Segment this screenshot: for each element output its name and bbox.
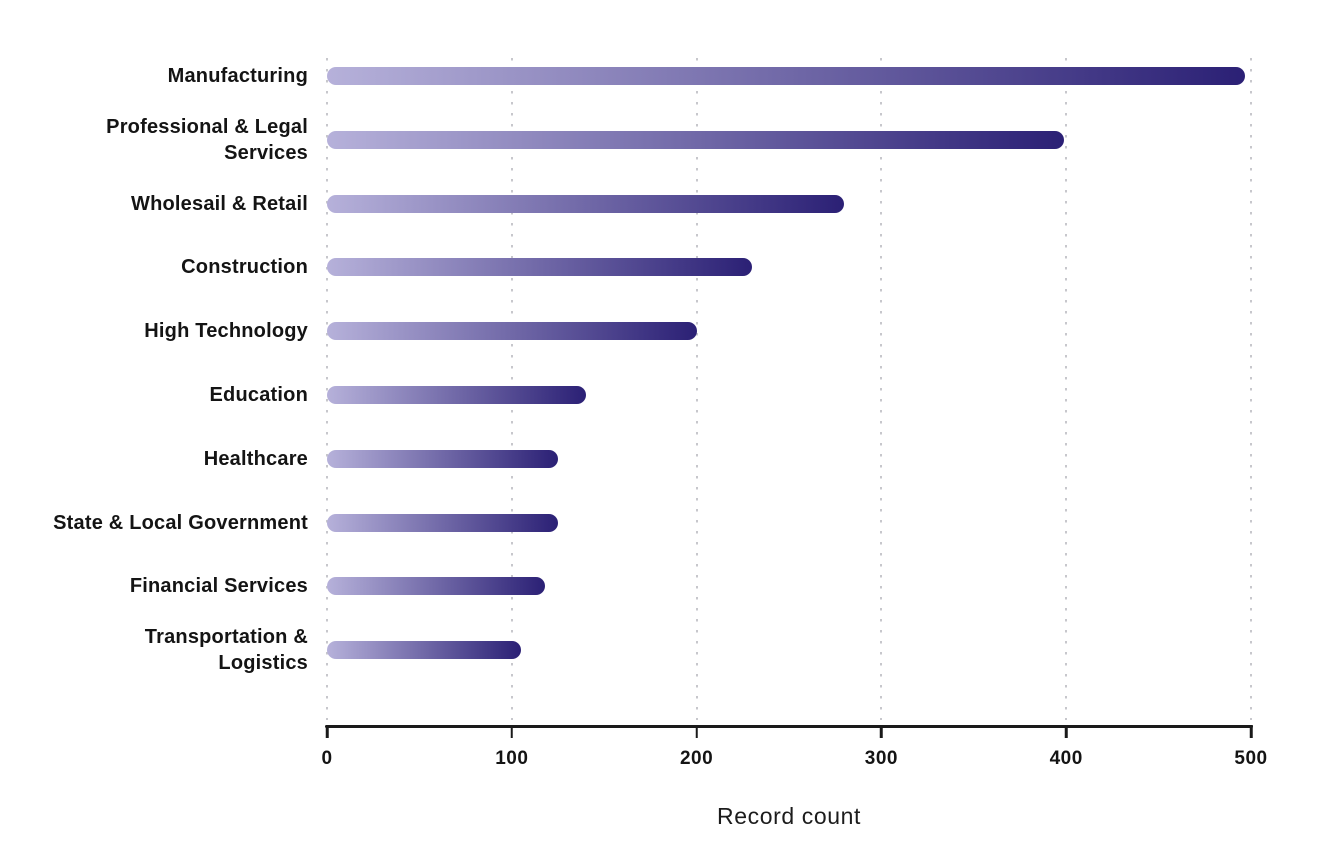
gridline xyxy=(1065,58,1068,720)
bar xyxy=(327,386,586,404)
axis-tick-label: 500 xyxy=(1234,748,1268,769)
axis-tick xyxy=(880,725,883,738)
axis-tick xyxy=(1064,725,1068,738)
bar xyxy=(327,641,522,660)
category-label: Wholesail & Retail xyxy=(131,192,308,215)
axis-tick xyxy=(510,725,514,738)
axis-tick xyxy=(695,725,698,738)
bar xyxy=(327,322,697,341)
category-label: Financial Services xyxy=(129,575,308,598)
bar xyxy=(327,130,1065,149)
category-label: State & Local Government xyxy=(53,511,308,534)
bar xyxy=(327,258,753,277)
axis-tick-label: 200 xyxy=(679,748,714,769)
axis-tick-label: 300 xyxy=(864,748,898,769)
category-label: Manufacturing xyxy=(167,65,308,87)
bar xyxy=(327,449,558,468)
category-label: Education xyxy=(209,384,308,406)
category-label: Construction xyxy=(181,256,308,279)
bar xyxy=(327,67,1246,85)
gridline xyxy=(880,58,883,720)
axis-tick-label: 0 xyxy=(321,748,333,769)
gridline xyxy=(695,58,698,720)
x-axis-line xyxy=(325,725,1253,728)
bar xyxy=(327,513,558,532)
gridline xyxy=(1250,58,1252,720)
bar xyxy=(327,194,845,213)
axis-tick-label: 400 xyxy=(1049,748,1083,769)
axis-tick xyxy=(1249,725,1253,738)
x-axis-title: Record count xyxy=(717,803,861,829)
gridline xyxy=(326,58,328,720)
category-label: High Technology xyxy=(144,320,308,343)
axis-tick-label: 100 xyxy=(495,748,529,769)
axis-tick xyxy=(325,725,329,738)
category-label: Professional & Legal Services xyxy=(106,115,308,164)
bar xyxy=(327,577,546,596)
category-label: Transportation & Logistics xyxy=(144,626,308,675)
category-label: Healthcare xyxy=(203,447,308,470)
